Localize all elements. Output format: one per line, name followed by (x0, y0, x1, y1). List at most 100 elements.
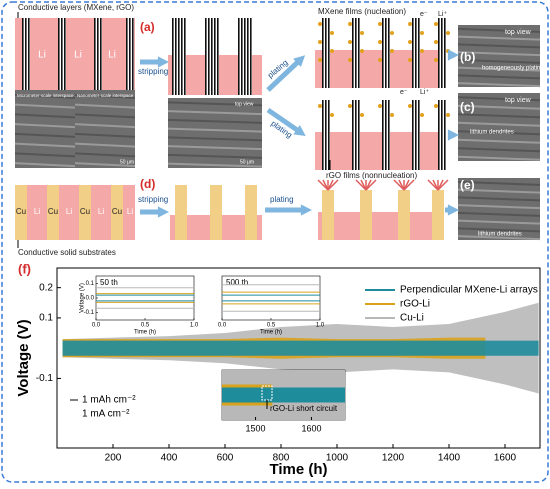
li-dot (434, 40, 438, 44)
li-dot (420, 113, 424, 117)
legend-label: Perpendicular MXene-Li arrays (400, 285, 538, 296)
li-dot (408, 104, 412, 108)
label: top view (235, 101, 254, 107)
texture (457, 204, 541, 210)
x-axis-title: Time (h) (269, 461, 327, 478)
li-dot (378, 40, 382, 44)
inset-y-tick-label: -0.1 (84, 310, 95, 316)
li-dot (434, 104, 438, 108)
layer-stripe (211, 18, 213, 95)
label: Cu (48, 207, 58, 216)
li-block (315, 132, 445, 170)
label: stripping (138, 195, 168, 204)
texture (167, 101, 263, 107)
li-dot (360, 31, 364, 35)
x-tick-label: 200 (105, 453, 122, 464)
zoom-data (222, 370, 345, 420)
inset-title: 50 th (100, 278, 118, 287)
li-dot (330, 113, 334, 117)
label: Li (108, 50, 116, 61)
label: Li (34, 207, 40, 216)
texture (457, 27, 541, 33)
li-dot (446, 31, 450, 35)
texture (167, 136, 263, 142)
texture (167, 153, 263, 159)
texture (457, 130, 541, 136)
texture (457, 188, 541, 194)
dendrite (360, 179, 367, 191)
layer-stripe (64, 18, 66, 90)
li-dot (390, 113, 394, 117)
layer-stripe (388, 18, 390, 88)
li-dot (446, 113, 450, 117)
label: 50 μm (120, 159, 134, 165)
li-dot (318, 22, 322, 26)
texture (457, 74, 541, 80)
inset-x-tick-label: 1.0 (190, 323, 199, 329)
texture (74, 162, 136, 168)
texture (14, 113, 76, 119)
zoom-x-tick-label: 1600 (301, 423, 321, 433)
label: Li⁺ (420, 89, 429, 96)
layer-stripe (97, 18, 99, 90)
layer-stripe (205, 18, 207, 95)
layer-stripe (208, 18, 210, 95)
cu-column (15, 185, 27, 240)
legend-label: Cu-Li (400, 313, 424, 324)
layer-stripe (415, 18, 417, 88)
plot-frame (56, 267, 541, 449)
li-dot (390, 49, 394, 53)
label: Cu (112, 207, 122, 216)
arrow (266, 58, 302, 92)
texture (14, 162, 76, 168)
li-dot (360, 113, 364, 117)
y-axis-title: Voltage (V) (15, 319, 32, 396)
layer-stripe (358, 18, 360, 88)
layer-stripe (441, 18, 443, 88)
li-dot (408, 58, 412, 62)
texture (457, 51, 541, 57)
x-tick-label: 1000 (326, 453, 349, 464)
layer-stripe (358, 100, 360, 170)
layer-stripe (444, 18, 446, 88)
label: Micrometer-scale interspace (17, 93, 74, 98)
li-dot (378, 22, 382, 26)
dendrite (365, 179, 377, 191)
layer-stripe (385, 100, 387, 170)
dendrite (403, 179, 415, 191)
x-tick-label: 1200 (382, 453, 405, 464)
layer-stripe (388, 100, 390, 170)
texture (457, 43, 541, 49)
layer-stripe (217, 18, 219, 95)
li-block (315, 50, 445, 88)
cu-column (360, 190, 372, 240)
label: plating (270, 195, 294, 204)
texture (457, 227, 541, 233)
layer-stripe (355, 18, 357, 88)
texture (457, 180, 541, 186)
layer-stripe (325, 100, 327, 170)
x-tick-label: 800 (273, 453, 290, 464)
arrow-head (293, 55, 306, 67)
li-dot (318, 104, 322, 108)
inset-x-tick-label: 0.0 (218, 323, 227, 329)
label: lithium dendrites (478, 232, 522, 238)
inset-x-tick-label: 0.5 (141, 323, 150, 329)
label: Li⁺ (438, 11, 447, 18)
texture (14, 123, 76, 129)
label: top view (505, 97, 532, 104)
arrow (266, 107, 302, 135)
texture (457, 66, 541, 72)
layer-stripe (126, 18, 128, 90)
label: (d) (140, 177, 155, 191)
layer-stripe (100, 18, 102, 90)
layer-stripe (412, 100, 414, 170)
layer-stripe (412, 18, 414, 88)
layer-stripe (247, 18, 249, 95)
label: Li (98, 207, 104, 216)
layer-stripe (328, 100, 330, 170)
cu-column (432, 190, 444, 240)
li-block (318, 212, 438, 240)
label: 50 μm (240, 159, 254, 165)
